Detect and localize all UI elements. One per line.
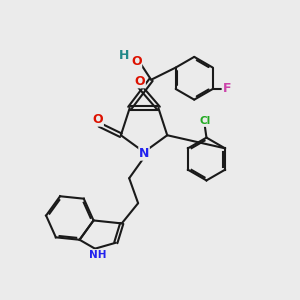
Text: O: O	[135, 75, 145, 88]
Text: Cl: Cl	[200, 116, 211, 126]
Text: N: N	[139, 147, 149, 160]
Text: NH: NH	[88, 250, 106, 260]
Text: O: O	[93, 113, 103, 126]
Text: H: H	[119, 50, 130, 62]
Text: O: O	[131, 55, 142, 68]
Text: F: F	[223, 82, 231, 95]
